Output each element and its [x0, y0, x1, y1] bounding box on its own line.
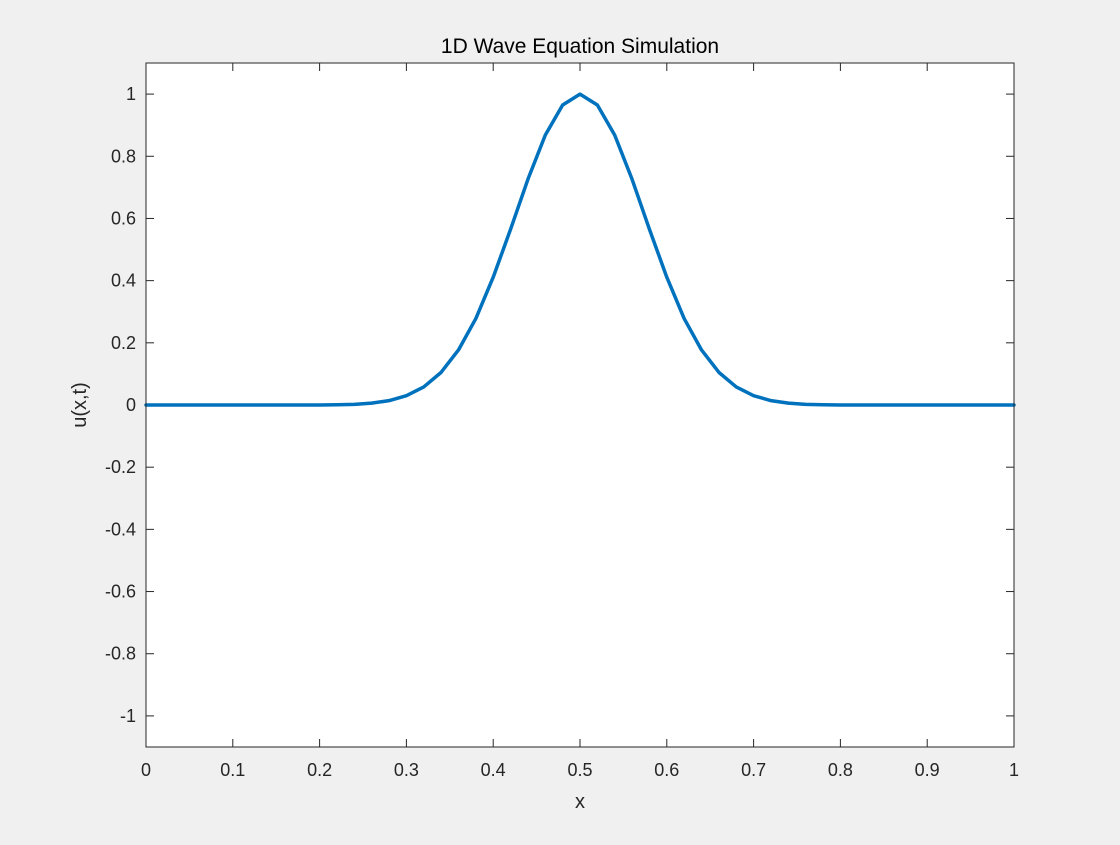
y-tick-label: -0.2: [105, 457, 136, 477]
chart-title: 1D Wave Equation Simulation: [441, 35, 719, 58]
x-tick-label: 0: [141, 760, 151, 780]
y-tick-label: -1: [120, 706, 136, 726]
axes-box: [145, 62, 1015, 748]
x-tick-label: 0.6: [654, 760, 679, 780]
ticks-layer: 0 0.1 0.2 0.3 0.4 0.5 0.6 0.7 0.8 0.9 1 -1 -0.8 -0.6 -…: [105, 63, 1019, 780]
x-tick-label: 1: [1009, 760, 1019, 780]
x-tick-label: 0.7: [741, 760, 766, 780]
x-tick-label: 0.1: [220, 760, 245, 780]
x-tick-label: 0.8: [828, 760, 853, 780]
x-tick-label: 0.3: [394, 760, 419, 780]
x-tick-label: 0.5: [567, 760, 592, 780]
y-axis-label: u(x,t): [69, 382, 91, 428]
y-tick-label: -0.4: [105, 519, 136, 539]
x-axis-label: x: [575, 791, 585, 813]
y-tick-label: -0.8: [105, 644, 136, 664]
y-tick-label: 0.8: [111, 146, 136, 166]
y-tick-label: -0.6: [105, 582, 136, 602]
x-tick-label: 0.2: [307, 760, 332, 780]
x-tick-label: 0.4: [481, 760, 506, 780]
wave-curve: [144, 92, 1016, 407]
y-tick-label: 1: [126, 84, 136, 104]
y-tick-label: 0.2: [111, 333, 136, 353]
y-tick-label: 0.4: [111, 271, 136, 291]
y-tick-label: 0: [126, 395, 136, 415]
y-tick-label: 0.6: [111, 208, 136, 228]
x-tick-label: 0.9: [915, 760, 940, 780]
